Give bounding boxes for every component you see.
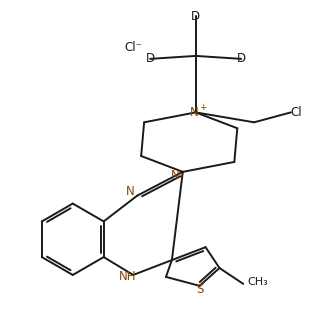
Text: N: N — [171, 169, 179, 182]
Text: NH: NH — [119, 270, 136, 284]
Text: Cl⁻: Cl⁻ — [124, 41, 142, 54]
Text: D: D — [237, 52, 246, 65]
Text: S: S — [196, 283, 203, 296]
Text: D: D — [146, 52, 155, 65]
Text: Cl: Cl — [291, 106, 302, 119]
Text: N: N — [126, 185, 135, 198]
Text: N: N — [190, 106, 199, 119]
Text: D: D — [191, 10, 200, 23]
Text: CH₃: CH₃ — [247, 277, 268, 287]
Text: +: + — [199, 103, 206, 112]
